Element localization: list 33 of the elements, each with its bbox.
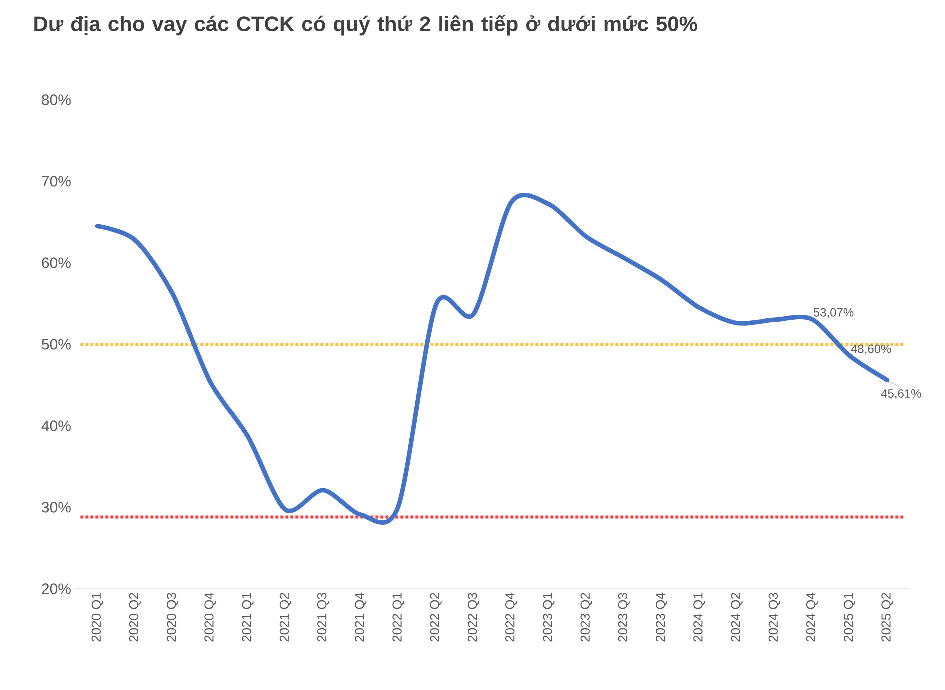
y-tick-label: 30% xyxy=(42,502,71,513)
x-tick-label: 2023 Q2 xyxy=(580,593,592,642)
x-tick-label: 2024 Q1 xyxy=(694,593,706,642)
x-tick-label: 2020 Q2 xyxy=(129,593,141,642)
x-tick-label: 2022 Q4 xyxy=(506,592,518,642)
x-tick-label: 2023 Q3 xyxy=(618,593,630,642)
x-tick-label: 2024 Q4 xyxy=(806,592,818,642)
x-tick-label: 2021 Q1 xyxy=(242,593,254,642)
x-tick-label: 2020 Q4 xyxy=(204,592,216,642)
x-tick-label: 2022 Q3 xyxy=(468,593,480,642)
x-tick-label: 2024 Q3 xyxy=(768,593,780,642)
x-tick-label: 2023 Q1 xyxy=(543,593,555,642)
y-tick-label: 20% xyxy=(42,584,71,594)
x-tick-label: 2025 Q2 xyxy=(882,593,894,642)
y-tick-label: 60% xyxy=(42,258,71,268)
x-tick-label: 2022 Q2 xyxy=(430,593,442,642)
data-label: 48,60% xyxy=(851,344,892,355)
y-tick-label: 50% xyxy=(42,339,71,350)
x-tick-label: 2021 Q3 xyxy=(317,593,330,642)
x-tick-label: 2021 Q2 xyxy=(280,593,292,642)
x-tick-label: 2023 Q4 xyxy=(656,592,668,642)
x-tick-label: 2020 Q3 xyxy=(167,593,179,642)
x-tick-label: 2025 Q1 xyxy=(844,593,856,642)
y-tick-label: 40% xyxy=(42,420,71,432)
y-tick-label: 70% xyxy=(42,176,71,187)
data-label: 45,61% xyxy=(881,389,922,400)
x-tick-label: 2024 Q2 xyxy=(731,593,743,642)
chart-title: Dư địa cho vay các CTCK có quý thứ 2 liên tiếp ở dưới mức 50% xyxy=(34,15,698,36)
x-tick-label: 2020 Q1 xyxy=(92,593,104,642)
y-tick-label: 80% xyxy=(42,94,71,106)
x-tick-label: 2022 Q1 xyxy=(392,593,404,642)
data-label: 53,07% xyxy=(814,308,854,318)
x-tick-label: 2021 Q4 xyxy=(355,592,367,642)
